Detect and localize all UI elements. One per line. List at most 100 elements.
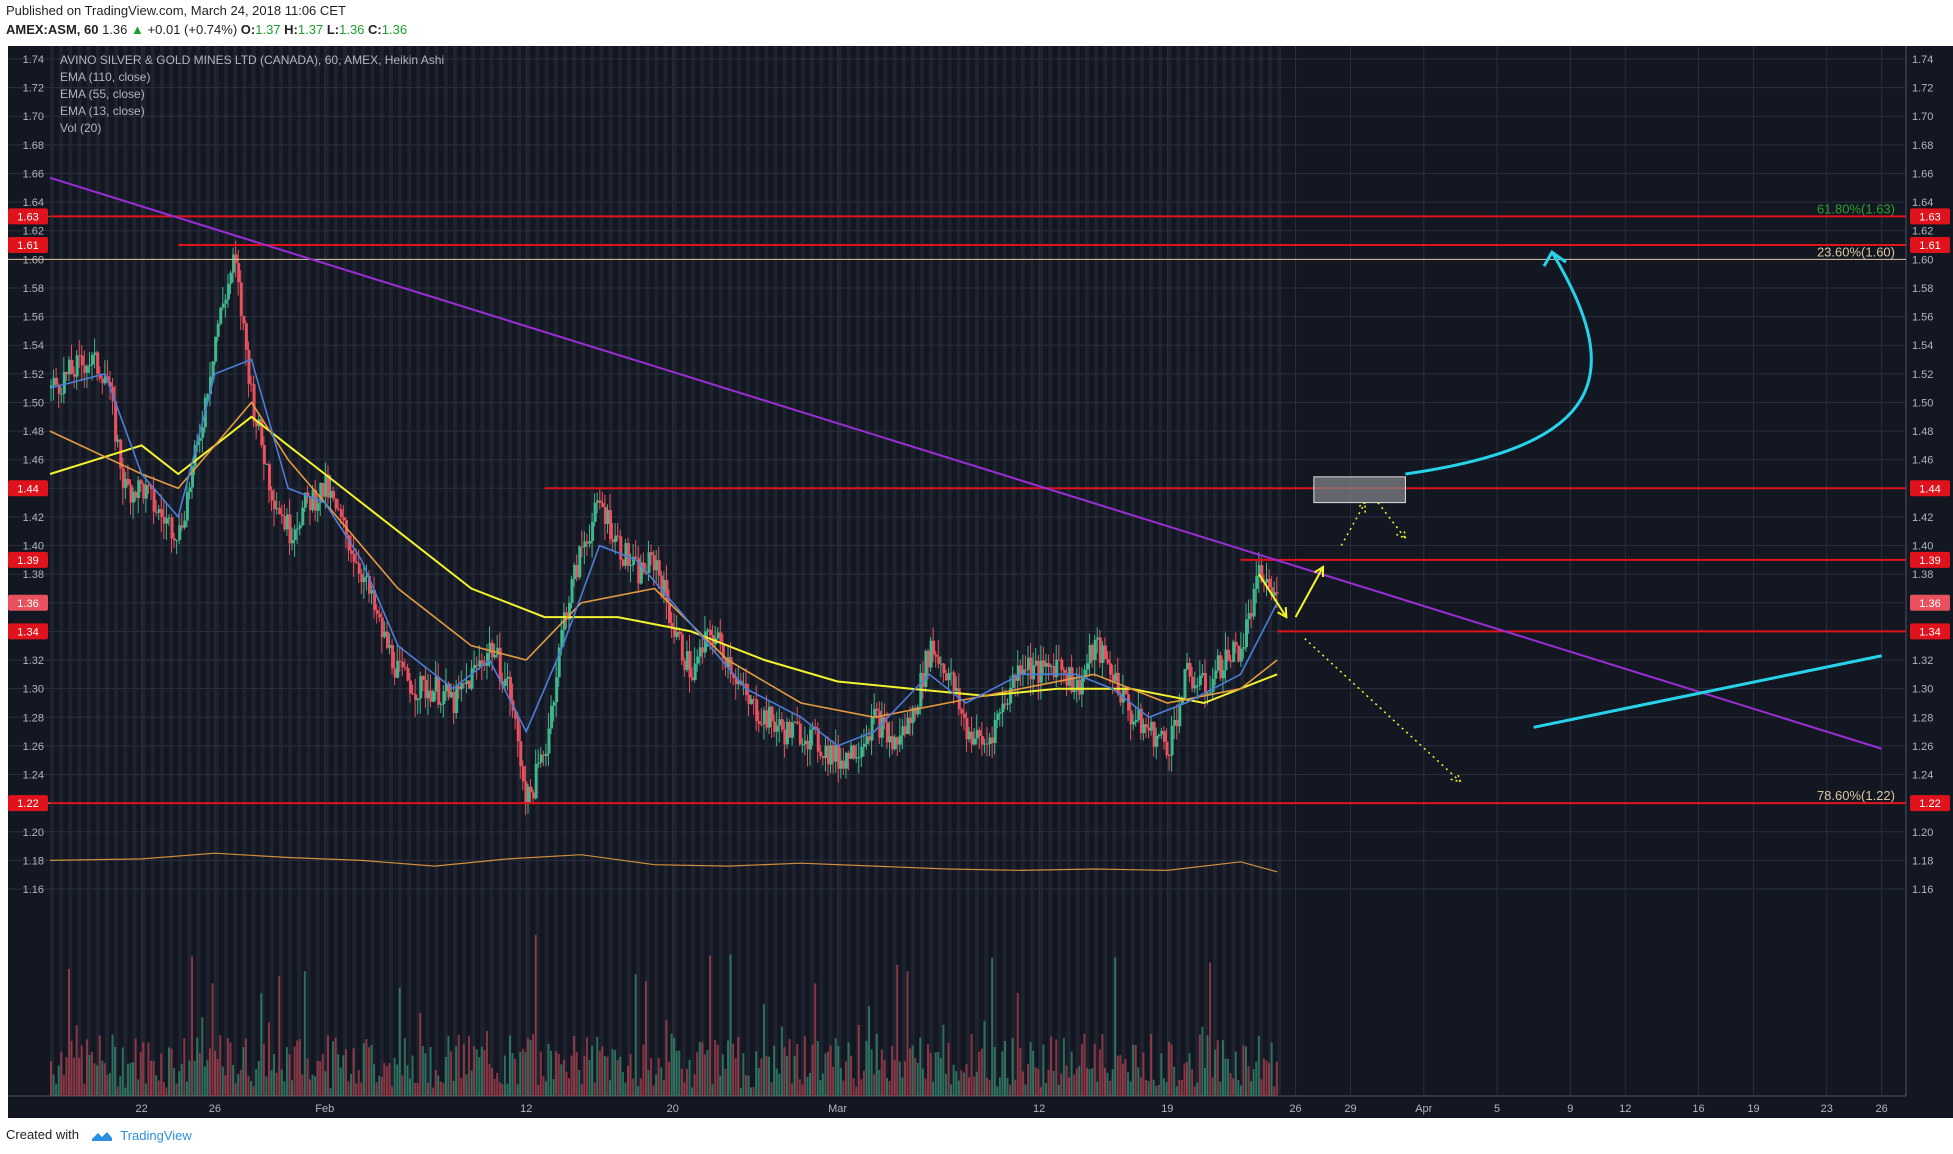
candle-body [1011,674,1015,688]
candle-body [629,564,633,566]
y-tick-label-left: 1.42 [23,512,44,524]
volume-bar [1024,1084,1027,1096]
session-band [920,46,925,1096]
candle-body [1019,665,1023,675]
candle-body [650,552,654,556]
legend-title: AVINO SILVER & GOLD MINES LTD (CANADA), … [60,53,444,67]
candle-body [860,746,864,758]
volume-bar [116,1086,119,1096]
volume-bar [1252,1069,1255,1096]
volume-bar [285,1047,288,1096]
volume-bar [1262,1058,1265,1096]
session-band [837,46,842,1096]
y-tick-label-right: 1.20 [1912,827,1933,839]
volume-bar [1016,992,1019,1096]
session-band [517,46,522,1096]
candle-body [968,731,972,740]
candle-body [350,550,354,554]
volume-bar [978,1051,981,1096]
candle-body [278,508,282,515]
candle-body [552,702,556,706]
candle-body [1068,667,1072,686]
volume-bar [429,1046,432,1096]
volume-bar [93,1063,96,1096]
candle-body [888,736,892,743]
x-tick-label: 9 [1567,1103,1573,1115]
candle-body [1196,685,1200,687]
projection-path [1377,502,1407,539]
volume-bar [1078,1066,1081,1096]
candle-body [827,745,830,765]
volume-bar [739,1087,742,1096]
y-tick-label-left: 1.28 [23,712,44,724]
session-band [480,46,485,1096]
candle-body [944,673,948,681]
volume-bar [860,1079,863,1096]
volume-bar [1232,1078,1235,1096]
level-tag-right [1910,623,1950,640]
volume-bar [642,1044,645,1096]
ema110-line [49,415,1278,705]
session-band [1213,46,1218,1096]
candle-body [1157,734,1161,736]
price-chart[interactable]: 1.16 1.16 1.18 1.18 1.20 1.20 1.22 1.22 1.24 1.24… [0,46,1953,1120]
candle-body [357,563,361,574]
candle-body [1062,669,1066,673]
volume-bar [726,1040,729,1096]
candle-body [291,539,295,544]
candle-body [693,663,697,681]
candle-body [475,664,479,667]
volume-bar [883,1059,886,1096]
candle-body [96,352,100,374]
y-tick-label-left: 1.18 [23,855,44,867]
candle-body [591,521,595,542]
candle-body [337,508,341,510]
candle-body [1219,655,1223,679]
volume-bar [1142,1052,1145,1096]
candle-body [73,374,77,377]
volume-bar [1255,1061,1258,1096]
candle-body [952,672,956,692]
candle-body [985,743,989,745]
tradingview-link[interactable]: TradingView [120,1128,192,1144]
session-band [132,46,137,1096]
volume-bar [760,1058,763,1096]
tradingview-logo-icon [91,1131,112,1141]
y-tick-label-right: 1.68 [1912,140,1933,152]
candle-body [1265,578,1269,583]
candle-body [496,647,500,655]
candle-body [1147,727,1151,731]
volume-bar [239,1069,242,1096]
candle-body [1134,719,1138,722]
volume-bar [1006,1078,1009,1096]
candle-body [1255,575,1259,590]
volume-bar [901,1077,904,1096]
volume-bar [1116,1055,1119,1096]
volume-bar [375,1082,378,1096]
candle-body [296,528,300,530]
y-tick-label-left: 1.40 [23,541,44,553]
candle-body [503,678,507,686]
candle-body [334,498,338,509]
volume-bar [329,1087,332,1096]
candle-body [1252,589,1256,617]
volume-bar [193,1060,196,1096]
candle-body [1275,592,1279,594]
volume-bar [916,1062,919,1096]
volume-bar [1044,1083,1047,1096]
volume-bar [162,1082,165,1096]
volume-bar [1111,1069,1114,1096]
level-tag-right [1910,551,1950,568]
candle-body [1034,660,1038,666]
volume-bar [603,1056,606,1096]
volume-bar [383,1063,386,1096]
volume-bar [496,1072,499,1096]
volume-bar [529,1039,532,1096]
candle-body [116,439,120,442]
candle-body [1103,645,1107,660]
volume-bar [237,1074,240,1096]
y-tick-label-left: 1.30 [23,684,44,696]
candle-body [1129,710,1133,725]
candle-body [544,753,548,756]
candle-body [755,699,759,722]
